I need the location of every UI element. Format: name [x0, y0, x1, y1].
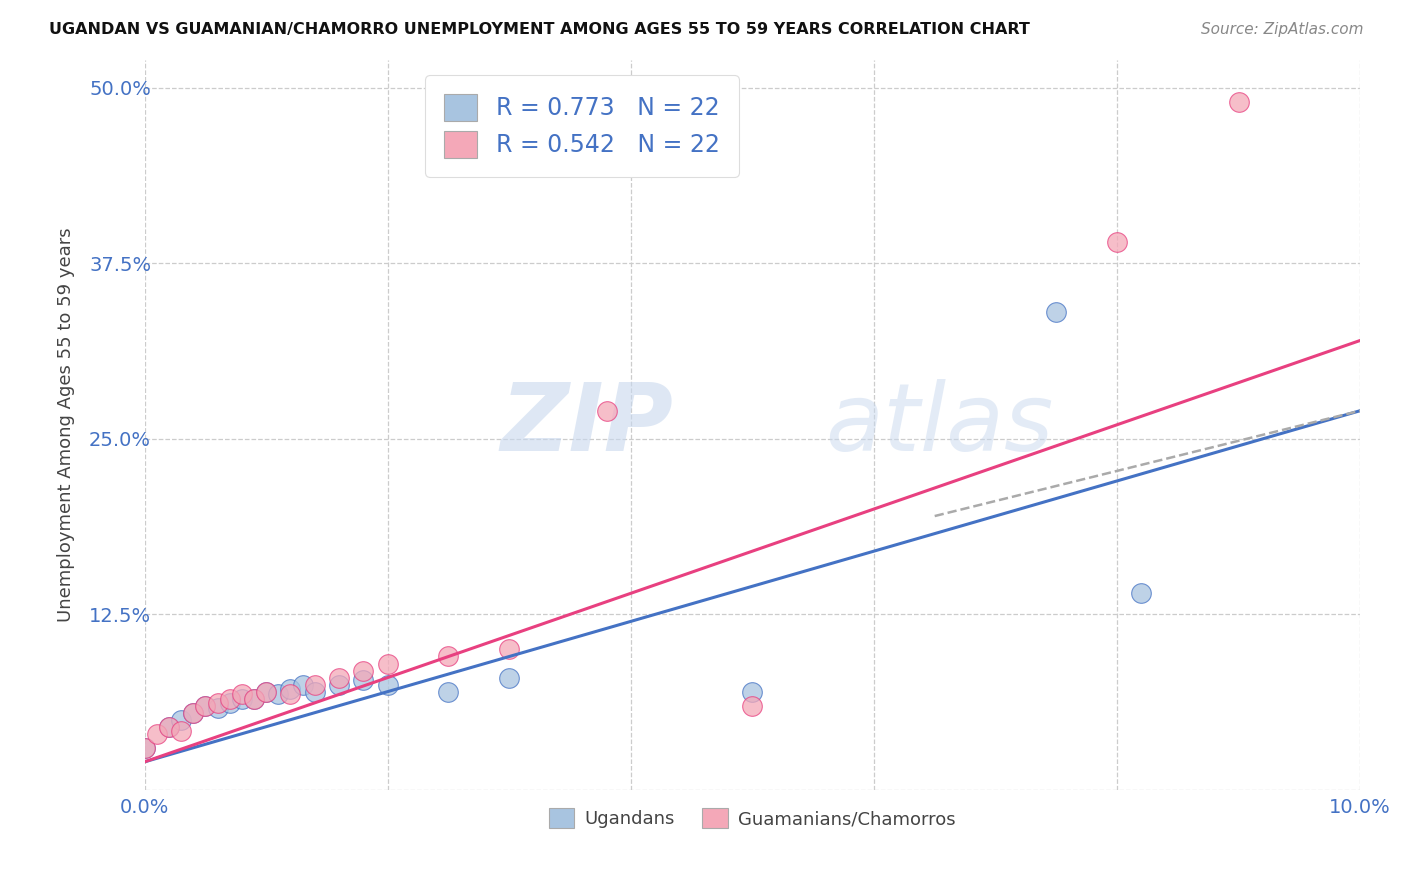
Point: [304, 677, 326, 691]
Point: [194, 698, 217, 713]
Point: [377, 657, 399, 671]
Point: [194, 698, 217, 713]
Point: [595, 403, 617, 417]
Text: ZIP: ZIP: [501, 379, 673, 471]
Point: [352, 664, 374, 678]
Point: [157, 720, 180, 734]
Point: [304, 684, 326, 698]
Point: [134, 740, 156, 755]
Point: [231, 691, 253, 706]
Point: [134, 740, 156, 755]
Point: [267, 687, 290, 701]
Point: [181, 706, 204, 720]
Point: [741, 684, 763, 698]
Text: atlas: atlas: [825, 379, 1053, 470]
Point: [741, 698, 763, 713]
Point: [231, 687, 253, 701]
Point: [218, 696, 240, 710]
Point: [498, 671, 520, 685]
Text: UGANDAN VS GUAMANIAN/CHAMORRO UNEMPLOYMENT AMONG AGES 55 TO 59 YEARS CORRELATION: UGANDAN VS GUAMANIAN/CHAMORRO UNEMPLOYME…: [49, 22, 1031, 37]
Point: [352, 673, 374, 688]
Point: [377, 677, 399, 691]
Point: [146, 727, 169, 741]
Y-axis label: Unemployment Among Ages 55 to 59 years: Unemployment Among Ages 55 to 59 years: [58, 227, 75, 622]
Point: [437, 684, 460, 698]
Point: [1130, 586, 1153, 600]
Point: [243, 691, 266, 706]
Point: [254, 684, 277, 698]
Point: [437, 649, 460, 664]
Point: [328, 671, 350, 685]
Point: [498, 642, 520, 657]
Point: [1045, 305, 1067, 319]
Point: [218, 691, 240, 706]
Point: [243, 691, 266, 706]
Point: [181, 706, 204, 720]
Point: [280, 687, 302, 701]
Point: [170, 713, 193, 727]
Point: [1227, 95, 1250, 109]
Point: [328, 677, 350, 691]
Point: [207, 696, 229, 710]
Point: [207, 701, 229, 715]
Point: [291, 677, 314, 691]
Point: [157, 720, 180, 734]
Point: [170, 723, 193, 738]
Point: [254, 684, 277, 698]
Text: Source: ZipAtlas.com: Source: ZipAtlas.com: [1201, 22, 1364, 37]
Point: [1105, 235, 1128, 250]
Legend: Ugandans, Guamanians/Chamorros: Ugandans, Guamanians/Chamorros: [541, 800, 963, 836]
Point: [280, 681, 302, 696]
